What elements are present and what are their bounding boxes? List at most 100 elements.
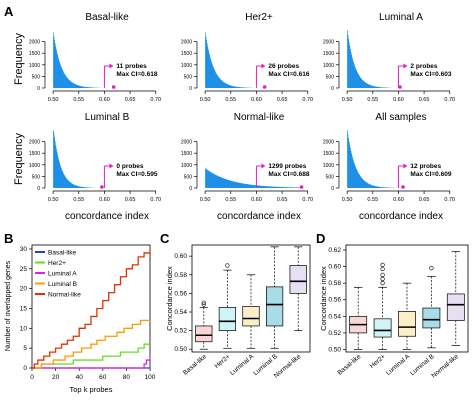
max-ci-label: Max CI=0.618	[116, 71, 157, 78]
histogram-bars	[205, 32, 252, 88]
max-ci-label: Max CI=0.603	[410, 71, 451, 78]
box-body	[218, 306, 237, 331]
boxplot-panel-c: 0.50 0.52 0.54 0.56 0.58 0.60 Basal-like Her2+L…	[165, 244, 311, 380]
y-axis-title: Number of overlapped genes	[5, 260, 12, 351]
series-line	[32, 248, 151, 369]
x-axis-title: concordance index	[359, 211, 443, 222]
y-tick-label: 500	[326, 74, 335, 80]
outlier-point	[380, 272, 385, 277]
x-tick-label: 0.65	[125, 197, 136, 203]
outlier-point	[201, 300, 206, 305]
max-ci-label: Max CI=0.688	[268, 171, 309, 178]
max-ci-marker	[100, 185, 104, 189]
y-tick-label: 0.52	[174, 328, 187, 335]
y-tick-label: 30	[20, 246, 28, 253]
box-body	[373, 318, 392, 338]
x-tick-label: 0.60	[393, 197, 404, 203]
x-tick-label: 0.65	[125, 97, 136, 103]
box-body	[446, 293, 465, 321]
x-tick-label: 0.65	[277, 97, 288, 103]
max-ci-label: Max CI=0.595	[116, 171, 157, 178]
box-body	[265, 286, 284, 327]
legend-label: Luminal B	[48, 281, 77, 288]
x-tick-label: 0.60	[393, 97, 404, 103]
x-tick-label: 0.65	[277, 197, 288, 203]
category-label: Normal-like	[430, 353, 460, 380]
y-tick-label: 0	[331, 86, 334, 92]
x-tick-label: 0.50	[200, 97, 211, 103]
y-tick-label: 0.54	[174, 309, 187, 316]
panel-label-b: B	[4, 231, 13, 246]
y-tick-label: 2000	[323, 140, 334, 146]
y-tick-label: 0.54	[328, 313, 341, 320]
annotation-arrowhead	[403, 163, 408, 169]
legend-label: Normal-like	[48, 291, 81, 298]
y-tick-label: 0	[37, 86, 40, 92]
x-tick-label: 0	[30, 374, 34, 381]
max-ci-label: Max CI=0.609	[410, 171, 451, 178]
category-label: Her2+	[369, 353, 387, 370]
x-tick-label: 0.50	[48, 97, 59, 103]
y-tick-label: 1500	[323, 151, 334, 157]
x-tick-label: 0.55	[225, 197, 236, 203]
category-label: Her2+	[213, 353, 231, 370]
histogram-title: Luminal A	[379, 12, 423, 23]
y-tick-label: 1000	[323, 63, 334, 69]
histogram-title: Luminal B	[85, 112, 130, 123]
annotation-arrowhead	[261, 163, 266, 169]
outlier-point	[380, 281, 385, 286]
probe-count-label: 1299 probes	[268, 163, 306, 170]
probe-count-label: 0 probes	[116, 163, 143, 170]
outlier-point	[429, 266, 434, 271]
panel-label-a: A	[4, 4, 14, 19]
y-tick-label: 1000	[181, 163, 192, 169]
histogram-title: Normal-like	[234, 112, 285, 123]
y-tick-label: 0.56	[328, 297, 341, 304]
x-tick-label: 0.55	[367, 197, 378, 203]
x-tick-label: 100	[145, 374, 156, 381]
y-tick-label: 0.52	[328, 330, 341, 337]
histogram-subplot: All samples 0.50 0.55 0.60 0.65 0.70 0 500 1000 1…	[323, 112, 455, 203]
y-tick-label: 500	[32, 74, 41, 80]
box-body	[242, 306, 260, 327]
y-tick-label: 25	[20, 266, 28, 273]
max-ci-label: Max CI=0.616	[268, 71, 309, 78]
histogram-subplot: Luminal B 0.50 0.55 0.60 0.65 0.70 0 500 1000 150…	[29, 112, 161, 203]
category-label: Basal-like	[336, 353, 362, 377]
x-tick-label: 0.60	[251, 197, 262, 203]
box-body	[195, 325, 213, 343]
y-axis-title: Frequency	[13, 133, 25, 185]
legend-label: Her2+	[48, 260, 66, 267]
x-tick-label: 0.70	[150, 197, 161, 203]
y-tick-label: 500	[32, 174, 41, 180]
y-tick-label: 15	[20, 305, 28, 312]
histogram-panel-a: Basal-like 0.50 0.55 0.60 0.65 0.70 0 500 1000 15…	[13, 12, 455, 222]
probe-count-label: 11 probes	[116, 63, 147, 70]
outlier-point	[380, 276, 385, 282]
line-chart-panel-b: 0 20 40 60 80 100 0 5 10 15 20 25 30 Basal-like Her2+ L…	[5, 244, 156, 394]
y-axis-title: Concordance index	[319, 266, 328, 331]
x-tick-label: 0.50	[200, 197, 211, 203]
x-tick-label: 0.70	[150, 97, 161, 103]
probe-count-label: 12 probes	[410, 163, 441, 170]
y-tick-label: 2000	[323, 40, 334, 46]
y-tick-label: 0	[23, 365, 27, 372]
outlier-point	[380, 266, 385, 272]
annotation-arrowhead	[109, 63, 114, 69]
annotation-arrowhead	[261, 63, 266, 69]
y-tick-label: 2000	[181, 40, 192, 46]
box-body	[289, 265, 307, 294]
outlier-point	[201, 302, 206, 307]
legend-label: Luminal A	[48, 270, 77, 277]
x-tick-label: 0.70	[302, 97, 313, 103]
plot-frame	[191, 244, 311, 353]
category-label: Luminal A	[385, 353, 412, 377]
x-axis-title: concordance index	[65, 211, 149, 222]
y-tick-label: 1000	[29, 63, 40, 69]
x-axis-title: Top k probes	[70, 385, 113, 394]
histogram-subplot: Her2+ 0.50 0.55 0.60 0.65 0.70 0 500 1000 1500 200…	[181, 12, 313, 103]
y-tick-label: 10	[20, 325, 28, 332]
y-tick-label: 0.60	[328, 264, 341, 271]
y-tick-label: 1000	[181, 63, 192, 69]
x-axis-title: concordance index	[217, 211, 301, 222]
